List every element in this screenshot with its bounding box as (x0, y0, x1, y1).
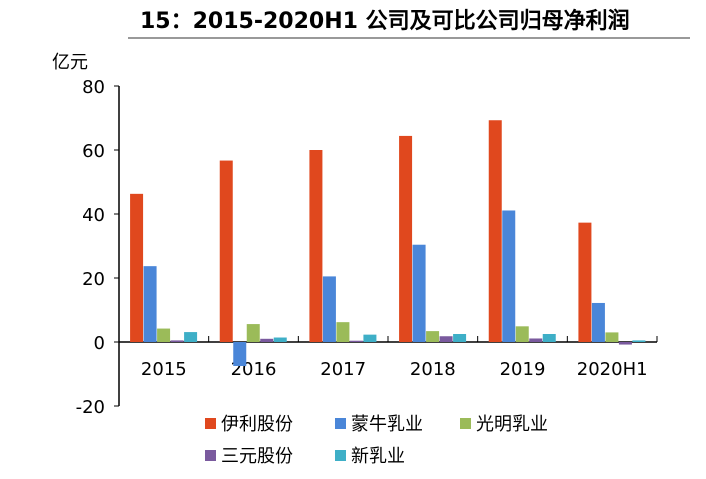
bar-4-5 (632, 340, 646, 342)
bar-2-4 (515, 326, 529, 342)
x-tick-label: 2020H1 (577, 359, 648, 380)
legend-swatch (205, 418, 216, 429)
bar-0-5 (578, 222, 592, 342)
bar-0-1 (219, 160, 233, 342)
y-tick-label: 60 (82, 141, 105, 162)
legend-label: 蒙牛乳业 (351, 414, 423, 435)
x-tick-label: 2019 (500, 359, 546, 380)
bar-4-1 (273, 337, 287, 342)
legend-swatch (335, 450, 346, 461)
bar-0-4 (488, 120, 502, 343)
chart-title: 15：2015-2020H1 公司及可比公司归母净利润 (140, 8, 630, 34)
x-tick-label: 2015 (141, 359, 187, 380)
bar-4-0 (184, 332, 198, 342)
bar-3-1 (260, 338, 274, 342)
y-tick-label: 0 (94, 333, 105, 354)
legend-label: 三元股份 (221, 446, 293, 467)
x-tick-label: 2018 (410, 359, 456, 380)
legend-swatch (205, 450, 216, 461)
legend-label: 光明乳业 (476, 414, 548, 435)
legend-swatch (335, 418, 346, 429)
bar-1-0 (143, 266, 157, 342)
bar-3-5 (618, 342, 632, 345)
legend-label: 新乳业 (351, 446, 405, 467)
bar-4-3 (453, 334, 467, 342)
y-tick-label: 40 (82, 205, 105, 226)
y-tick-label: -20 (76, 397, 105, 418)
bar-1-5 (591, 302, 605, 342)
bar-2-3 (426, 331, 440, 342)
legend-label: 伊利股份 (221, 414, 293, 435)
x-tick-label: 2017 (320, 359, 366, 380)
bar-1-3 (412, 244, 426, 342)
bar-1-2 (322, 276, 336, 342)
y-tick-label: 80 (82, 77, 105, 98)
bar-2-2 (336, 322, 350, 342)
bar-4-4 (542, 334, 556, 342)
bar-3-2 (349, 340, 363, 342)
bar-0-0 (130, 193, 144, 342)
y-axis-unit: 亿元 (52, 52, 88, 73)
bar-1-1 (233, 342, 247, 366)
bar-2-1 (246, 324, 260, 342)
y-tick-label: 20 (82, 269, 105, 290)
bar-4-2 (363, 334, 377, 342)
bar-3-3 (439, 336, 453, 342)
legend-swatch (460, 418, 471, 429)
bar-3-4 (529, 338, 543, 342)
bar-0-3 (399, 135, 413, 342)
bar-2-5 (605, 332, 619, 342)
bar-2-0 (157, 328, 171, 342)
bar-3-0 (170, 340, 184, 342)
bar-0-2 (309, 150, 323, 342)
bar-1-4 (502, 210, 516, 342)
